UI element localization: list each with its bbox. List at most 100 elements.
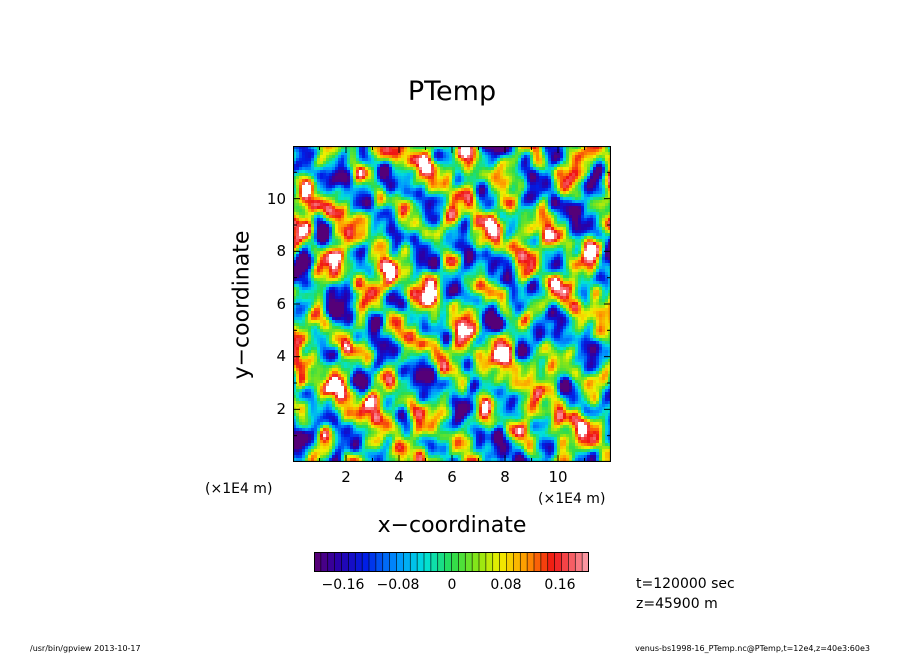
heatmap-cell	[293, 161, 296, 164]
heatmap-cell	[365, 182, 368, 185]
heatmap-cell	[353, 257, 356, 260]
heatmap-cell	[299, 242, 302, 245]
heatmap-cell	[320, 260, 323, 263]
heatmap-cell	[398, 236, 401, 239]
heatmap-cell	[524, 173, 527, 176]
heatmap-cell	[401, 242, 404, 245]
heatmap-cell	[482, 197, 485, 200]
heatmap-cell	[458, 239, 461, 242]
heatmap-cell	[413, 194, 416, 197]
heatmap-cell	[560, 275, 563, 278]
heatmap-cell	[524, 281, 527, 284]
heatmap-cell	[323, 281, 326, 284]
heatmap-cell	[500, 254, 503, 257]
heatmap-cell	[476, 191, 479, 194]
heatmap-cell	[560, 278, 563, 281]
heatmap-cell	[497, 224, 500, 227]
heatmap-cell	[308, 233, 311, 236]
heatmap-cell	[443, 284, 446, 287]
heatmap-cell	[548, 278, 551, 281]
heatmap-cell	[293, 254, 296, 257]
heatmap-cell	[419, 254, 422, 257]
heatmap-cell	[413, 182, 416, 185]
heatmap-cell	[512, 257, 515, 260]
heatmap-cell	[530, 233, 533, 236]
heatmap-cell	[353, 230, 356, 233]
heatmap-cell	[416, 185, 419, 188]
heatmap-cell	[590, 197, 593, 200]
heatmap-cell	[434, 203, 437, 206]
heatmap-cell	[596, 206, 599, 209]
heatmap-cell	[401, 218, 404, 221]
heatmap-cell	[356, 182, 359, 185]
heatmap-cell	[344, 245, 347, 248]
heatmap-cell	[590, 185, 593, 188]
heatmap-cell	[500, 200, 503, 203]
heatmap-cell	[401, 149, 404, 152]
heatmap-cell	[437, 170, 440, 173]
heatmap-cell	[326, 257, 329, 260]
heatmap-cell	[467, 182, 470, 185]
heatmap-cell	[359, 170, 362, 173]
heatmap-cell	[362, 242, 365, 245]
heatmap-cell	[305, 236, 308, 239]
heatmap-cell	[485, 209, 488, 212]
heatmap-cell	[593, 158, 596, 161]
heatmap-cell	[377, 263, 380, 266]
heatmap-cell	[302, 233, 305, 236]
heatmap-cell	[557, 227, 560, 230]
heatmap-cell	[485, 167, 488, 170]
heatmap-cell	[527, 284, 530, 287]
heatmap-cell	[431, 260, 434, 263]
heatmap-cell	[359, 152, 362, 155]
heatmap-cell	[515, 254, 518, 257]
heatmap-cell	[410, 191, 413, 194]
heatmap-cell	[374, 260, 377, 263]
heatmap-cell	[485, 245, 488, 248]
heatmap-cell	[455, 206, 458, 209]
heatmap-cell	[512, 161, 515, 164]
heatmap-cell	[296, 149, 299, 152]
heatmap-cell	[413, 149, 416, 152]
heatmap-cell	[476, 194, 479, 197]
heatmap-cell	[566, 212, 569, 215]
heatmap-cell	[368, 206, 371, 209]
heatmap-cell	[515, 260, 518, 263]
heatmap-cell	[449, 179, 452, 182]
heatmap-cell	[356, 191, 359, 194]
heatmap-cell	[449, 269, 452, 272]
heatmap-cell	[572, 179, 575, 182]
heatmap-cell	[317, 191, 320, 194]
y-axis-unit: (×1E4 m)	[205, 481, 273, 497]
heatmap-cell	[578, 185, 581, 188]
heatmap-cell	[434, 146, 437, 149]
heatmap-cell	[575, 188, 578, 191]
heatmap-cell	[452, 182, 455, 185]
heatmap-cell	[479, 173, 482, 176]
heatmap-cell	[467, 284, 470, 287]
heatmap-cell	[548, 158, 551, 161]
heatmap-cell	[365, 275, 368, 278]
heatmap-cell	[545, 227, 548, 230]
heatmap-cell	[470, 200, 473, 203]
heatmap-cell	[374, 209, 377, 212]
heatmap-cell	[494, 272, 497, 275]
heatmap-cell	[416, 269, 419, 272]
heatmap-cell	[548, 251, 551, 254]
heatmap-cell	[326, 188, 329, 191]
heatmap-cell	[332, 200, 335, 203]
heatmap-cell	[575, 152, 578, 155]
heatmap-cell	[608, 185, 611, 188]
heatmap-cell	[455, 257, 458, 260]
heatmap-cell	[479, 239, 482, 242]
heatmap-cell	[464, 179, 467, 182]
heatmap-cell	[575, 245, 578, 248]
heatmap-cell	[407, 269, 410, 272]
heatmap-cell	[338, 215, 341, 218]
heatmap-cell	[323, 164, 326, 167]
heatmap-cell	[584, 281, 587, 284]
heatmap-cell	[593, 191, 596, 194]
heatmap-cell	[605, 230, 608, 233]
heatmap-cell	[560, 200, 563, 203]
heatmap-cell	[599, 176, 602, 179]
